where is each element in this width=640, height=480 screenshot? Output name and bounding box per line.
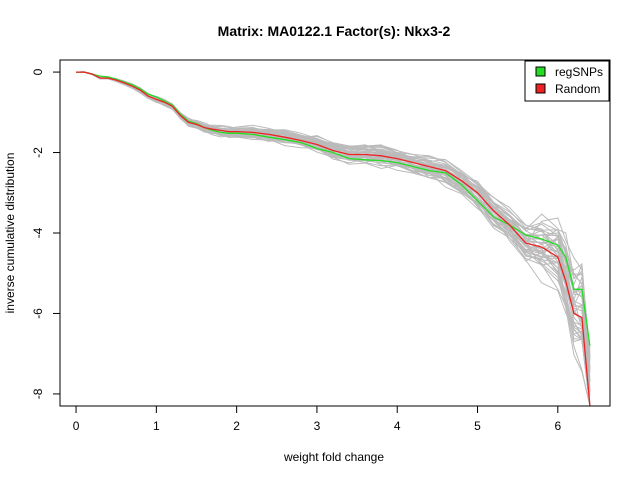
y-tick-label: -2 xyxy=(31,147,45,158)
y-tick-label: -6 xyxy=(31,308,45,319)
y-axis: 0 -2 -4 -6 -8 xyxy=(31,68,61,399)
legend-label-random: Random xyxy=(555,82,600,96)
x-axis: 0 1 2 3 4 5 6 xyxy=(73,405,561,433)
x-tick-label: 0 xyxy=(73,419,80,433)
legend-swatch-regsnps xyxy=(535,66,546,77)
background-run-line xyxy=(76,71,591,355)
background-run-line xyxy=(76,71,591,362)
legend-label-regsnps: regSNPs xyxy=(555,65,603,79)
x-tick-label: 4 xyxy=(394,419,401,433)
x-tick-label: 6 xyxy=(554,419,561,433)
background-run-line xyxy=(76,71,591,360)
series-line-random xyxy=(76,71,591,407)
x-tick-label: 2 xyxy=(233,419,240,433)
background-run-line xyxy=(76,71,591,407)
y-tick-label: -8 xyxy=(31,388,45,399)
series-line-regsnps xyxy=(76,71,591,346)
x-tick-label: 5 xyxy=(474,419,481,433)
plot-frame xyxy=(59,59,611,407)
background-run-line xyxy=(76,71,591,393)
background-run-line xyxy=(76,71,591,350)
legend-swatch-random xyxy=(535,83,546,94)
x-tick-label: 1 xyxy=(153,419,160,433)
legend: regSNPs Random xyxy=(524,60,610,102)
x-axis-label: weight fold change xyxy=(283,450,384,464)
background-run-line xyxy=(76,71,591,360)
y-tick-label: 0 xyxy=(31,68,45,75)
y-axis-label: inverse cumulative distribution xyxy=(3,153,17,314)
y-tick-label: -4 xyxy=(31,227,45,238)
series-layer xyxy=(76,71,591,407)
x-tick-label: 3 xyxy=(314,419,321,433)
background-runs xyxy=(76,71,591,407)
background-run-line xyxy=(76,71,591,407)
chart-title: Matrix: MA0122.1 Factor(s): Nkx3-2 xyxy=(218,23,451,39)
